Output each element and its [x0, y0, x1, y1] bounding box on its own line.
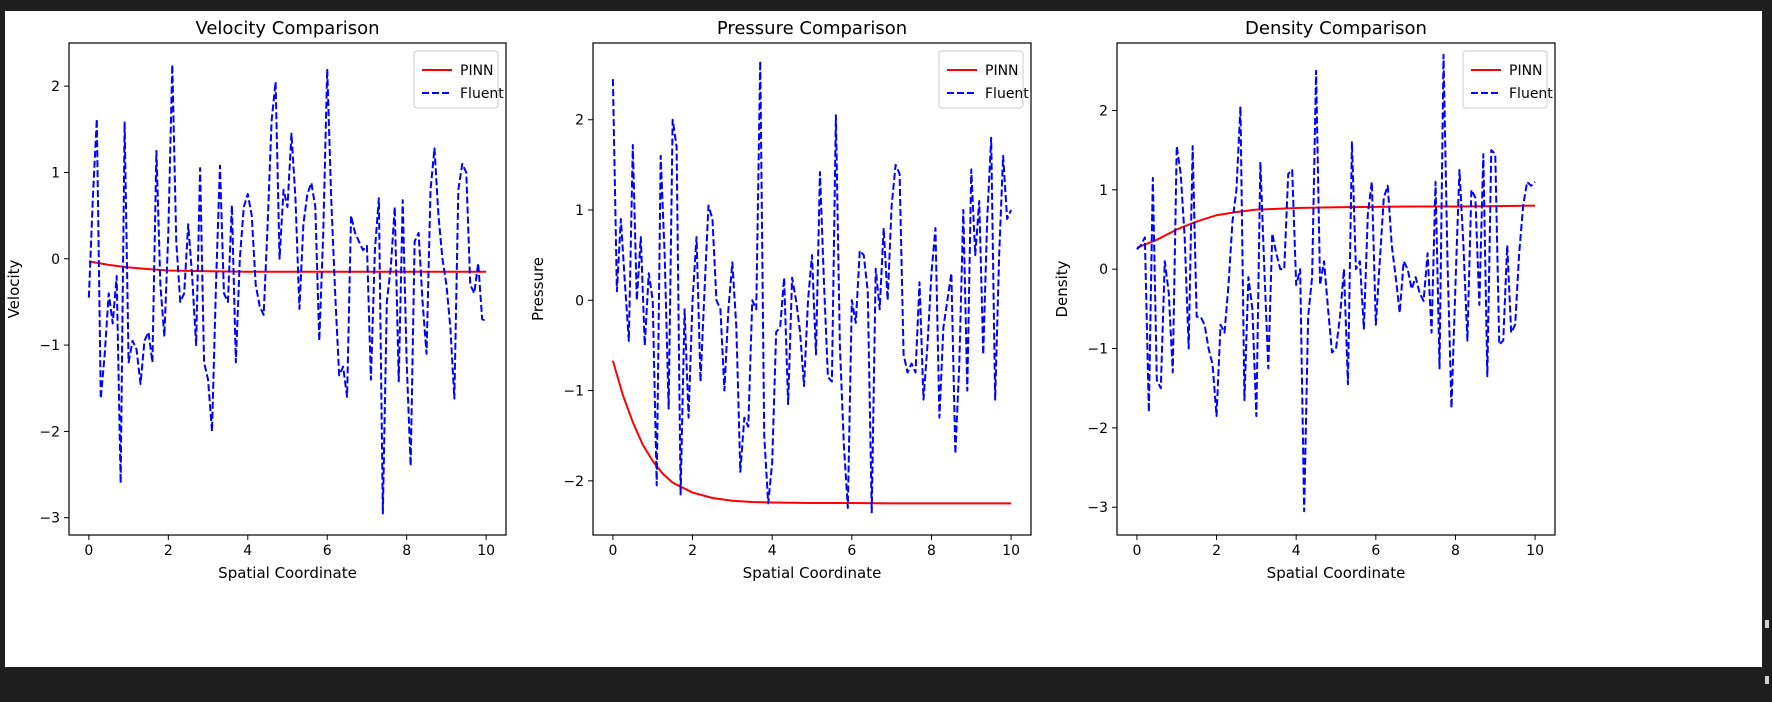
x-tick-label: 8	[402, 543, 411, 559]
legend-label: Fluent	[460, 86, 504, 102]
series-line-pinn	[88, 260, 487, 273]
x-tick-label: 2	[164, 543, 173, 559]
x-axis-label: Spatial Coordinate	[743, 564, 882, 582]
chart-title: Velocity Comparison	[195, 18, 379, 39]
chart-title: Density Comparison	[1245, 18, 1427, 39]
series-line-pinn	[611, 360, 1012, 505]
legend-label: PINN	[985, 63, 1019, 79]
y-tick-label: 1	[575, 203, 584, 219]
x-tick-label: 6	[847, 543, 856, 559]
y-tick-label: −1	[1087, 342, 1108, 358]
chart-panel-3: Density Comparison 0 2 4 6 8 10 −3 −2 −1 0 1 2 Spatia…	[1053, 18, 1556, 582]
y-tick-label: 2	[51, 79, 60, 95]
x-tick-label: 2	[1212, 543, 1221, 559]
x-tick-label: 6	[1371, 543, 1380, 559]
y-axis-label: Pressure	[529, 257, 547, 321]
y-tick-label: −2	[39, 424, 60, 440]
legend-label: Fluent	[1509, 86, 1553, 102]
y-tick-label: 0	[51, 252, 60, 268]
y-tick-label: 2	[1099, 103, 1108, 119]
series-line-fluent	[1136, 53, 1536, 513]
plot-frame	[68, 42, 507, 536]
y-tick-label: −3	[1087, 500, 1108, 516]
y-tick-label: −3	[39, 511, 60, 527]
y-axis-label: Density	[1053, 260, 1071, 317]
x-tick-label: 10	[1002, 543, 1020, 559]
x-tick-label: 4	[1292, 543, 1301, 559]
y-axis-label: Velocity	[5, 259, 23, 318]
x-tick-label: 2	[688, 543, 697, 559]
y-tick-label: −2	[1087, 421, 1108, 437]
y-tick-label: −2	[563, 474, 584, 490]
chart-title: Pressure Comparison	[717, 18, 907, 39]
y-tick-label: 0	[1099, 262, 1108, 278]
x-tick-label: 8	[1451, 543, 1460, 559]
legend-label: PINN	[1509, 63, 1543, 79]
series-line-fluent	[611, 60, 1013, 514]
x-tick-label: 10	[477, 543, 495, 559]
x-tick-label: 0	[1132, 543, 1141, 559]
x-tick-label: 4	[768, 543, 777, 559]
scrollbar-mark	[1765, 676, 1769, 684]
chart-panel-1: Velocity Comparison 0 2 4 6 8 10 −3 −2 −1 0 1 2 Spati…	[5, 18, 507, 582]
series-line-fluent	[87, 63, 487, 515]
scrollbar-mark	[1765, 620, 1769, 628]
x-axis-label: Spatial Coordinate	[218, 564, 357, 582]
series-line-pinn	[1136, 204, 1536, 249]
x-tick-label: 4	[243, 543, 252, 559]
x-tick-label: 0	[608, 543, 617, 559]
y-tick-label: 1	[1099, 183, 1108, 199]
x-tick-label: 0	[84, 543, 93, 559]
x-axis-label: Spatial Coordinate	[1267, 564, 1406, 582]
chart-panel-2: Pressure Comparison 0 2 4 6 8 10 −2 −1 0 1 2 Spatial…	[529, 18, 1032, 582]
y-tick-label: −1	[563, 384, 584, 400]
plot-frame	[592, 42, 1032, 536]
figure-canvas: Velocity Comparison 0 2 4 6 8 10 −3 −2 −1 0 1 2 Spati…	[5, 11, 1768, 667]
y-tick-label: −1	[39, 338, 60, 354]
legend-label: PINN	[460, 63, 494, 79]
y-tick-label: 0	[575, 293, 584, 309]
plot-frame	[1116, 42, 1556, 536]
legend-label: Fluent	[985, 86, 1029, 102]
right-edge-strip	[1762, 0, 1772, 702]
y-tick-label: 2	[575, 113, 584, 129]
y-tick-label: 1	[51, 165, 60, 181]
x-tick-label: 10	[1526, 543, 1544, 559]
x-tick-label: 6	[323, 543, 332, 559]
x-tick-label: 8	[927, 543, 936, 559]
